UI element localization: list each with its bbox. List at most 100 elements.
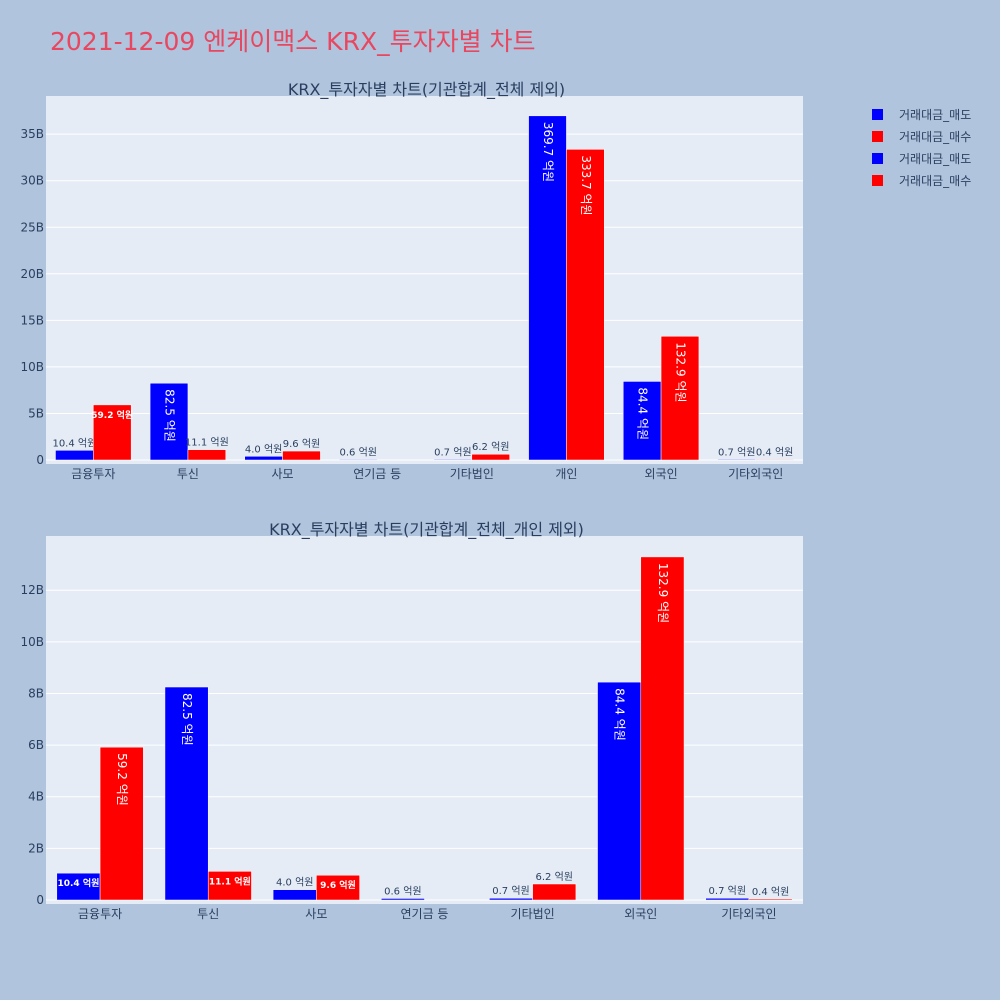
x-tick-label: 사모 bbox=[305, 907, 327, 921]
chart-title: KRX_투자자별 차트(기관합계_전체_개인 제외) bbox=[269, 520, 584, 540]
data-label: 0.7 억원 bbox=[709, 885, 746, 897]
bar-buy bbox=[187, 449, 227, 461]
bar-buy bbox=[207, 871, 252, 901]
x-tick-label: 연기금 등 bbox=[401, 907, 449, 921]
data-label: 10.4 억원 bbox=[52, 437, 96, 449]
data-label: 10.4 억원 bbox=[57, 877, 99, 889]
data-label: 0.7 억원 bbox=[718, 446, 755, 458]
x-tick-label: 금융투자 bbox=[71, 467, 115, 481]
data-label: 4.0 억원 bbox=[276, 877, 313, 889]
data-label: 0.6 억원 bbox=[340, 446, 377, 458]
x-tick-label: 개인 bbox=[555, 467, 577, 481]
legend-item[interactable]: 거래대금_매도 bbox=[872, 103, 971, 125]
y-tick-label: 0 bbox=[36, 893, 44, 907]
legend-item[interactable]: 거래대금_매수 bbox=[872, 169, 971, 191]
legend-label: 거래대금_매수 bbox=[899, 129, 972, 144]
data-label: 369.7 억원 bbox=[541, 122, 555, 182]
legend-swatch-icon bbox=[872, 130, 883, 142]
data-label: 0.7 억원 bbox=[434, 446, 471, 458]
bar-buy bbox=[640, 556, 685, 901]
y-tick-label: 8B bbox=[28, 686, 44, 700]
x-tick-label: 기타외국인 bbox=[721, 907, 776, 921]
y-tick-label: 0 bbox=[36, 453, 44, 467]
bar-sell bbox=[380, 898, 425, 901]
bar-sell bbox=[717, 459, 756, 461]
data-label: 132.9 억원 bbox=[673, 342, 687, 402]
y-tick-label: 10B bbox=[20, 635, 44, 649]
bar-buy bbox=[471, 453, 510, 461]
data-label: 0.4 억원 bbox=[756, 447, 793, 459]
data-label: 333.7 억원 bbox=[579, 155, 593, 215]
y-tick-label: 6B bbox=[28, 738, 44, 752]
x-tick-label: 외국인 bbox=[645, 467, 678, 481]
bar-sell bbox=[489, 897, 533, 901]
page-title: 2021-12-09 엔케이맥스 KRX_투자자별 차트 bbox=[50, 27, 536, 56]
legend-swatch-icon bbox=[872, 152, 883, 164]
data-label: 11.1 억원 bbox=[209, 875, 251, 887]
bar-sell bbox=[705, 897, 750, 901]
y-tick-label: 20B bbox=[20, 267, 44, 281]
bar-sell bbox=[55, 450, 94, 461]
bar-sell bbox=[339, 459, 378, 461]
data-label: 59.2 억원 bbox=[115, 753, 129, 806]
y-tick-label: 25B bbox=[20, 220, 44, 234]
legend-label: 거래대금_매도 bbox=[899, 107, 972, 122]
legend-label: 거래대금_매도 bbox=[899, 151, 972, 166]
x-tick-label: 투신 bbox=[197, 907, 219, 921]
data-label: 9.6 억원 bbox=[320, 879, 356, 891]
data-label: 84.4 억원 bbox=[636, 387, 650, 440]
bar-sell bbox=[622, 381, 662, 461]
x-tick-label: 투신 bbox=[177, 467, 199, 481]
y-tick-label: 35B bbox=[20, 127, 44, 141]
bar-sell bbox=[164, 686, 209, 901]
chart-title: KRX_투자자별 차트(기관합계_전체 제외) bbox=[288, 80, 565, 100]
bar-sell bbox=[528, 115, 567, 461]
data-label: 59.2 억원 bbox=[91, 409, 133, 421]
y-tick-label: 4B bbox=[28, 790, 44, 804]
x-tick-label: 기타법인 bbox=[511, 907, 555, 921]
data-label: 0.6 억원 bbox=[384, 885, 421, 897]
y-tick-label: 15B bbox=[20, 313, 44, 327]
data-label: 0.4 억원 bbox=[752, 886, 789, 898]
bar-buy bbox=[755, 459, 794, 461]
data-label: 6.2 억원 bbox=[536, 871, 573, 883]
data-label: 0.7 억원 bbox=[492, 885, 529, 897]
y-tick-label: 2B bbox=[28, 841, 44, 855]
bar-buy bbox=[532, 883, 577, 901]
legend-item[interactable]: 거래대금_매수 bbox=[872, 125, 971, 147]
bar-sell bbox=[56, 872, 101, 901]
x-tick-label: 기타법인 bbox=[450, 467, 494, 481]
y-tick-label: 12B bbox=[20, 583, 44, 597]
bar-sell bbox=[433, 459, 473, 461]
legend[interactable]: 거래대금_매도 거래대금_매수 거래대금_매도 거래대금_매수 bbox=[872, 103, 971, 191]
data-label: 6.2 억원 bbox=[472, 441, 509, 453]
legend-swatch-icon bbox=[872, 174, 883, 186]
x-tick-label: 연기금 등 bbox=[353, 467, 401, 481]
legend-swatch-icon bbox=[872, 108, 883, 120]
data-label: 132.9 억원 bbox=[656, 563, 670, 623]
legend-item[interactable]: 거래대금_매도 bbox=[872, 147, 971, 169]
x-tick-label: 기타외국인 bbox=[728, 467, 783, 481]
data-label: 11.1 억원 bbox=[185, 437, 229, 449]
data-label: 82.5 억원 bbox=[163, 389, 177, 442]
x-tick-label: 사모 bbox=[272, 467, 294, 481]
y-tick-label: 5B bbox=[28, 406, 44, 420]
data-label: 4.0 억원 bbox=[245, 443, 282, 455]
bar-buy bbox=[282, 450, 321, 461]
x-tick-label: 금융투자 bbox=[78, 907, 122, 921]
bar-buy bbox=[316, 874, 360, 901]
legend-label: 거래대금_매수 bbox=[899, 173, 972, 188]
data-label: 84.4 억원 bbox=[613, 688, 627, 741]
bar-buy bbox=[566, 149, 605, 461]
x-tick-label: 외국인 bbox=[624, 907, 657, 921]
bar-sell bbox=[597, 681, 642, 901]
bar-buy bbox=[660, 336, 700, 461]
data-label: 9.6 억원 bbox=[283, 438, 320, 450]
bar-sell bbox=[149, 382, 189, 461]
bar-buy bbox=[748, 898, 793, 901]
bar-sell bbox=[244, 456, 283, 461]
y-tick-label: 30B bbox=[20, 174, 44, 188]
bar-buy bbox=[99, 746, 144, 901]
data-label: 82.5 억원 bbox=[180, 693, 194, 746]
